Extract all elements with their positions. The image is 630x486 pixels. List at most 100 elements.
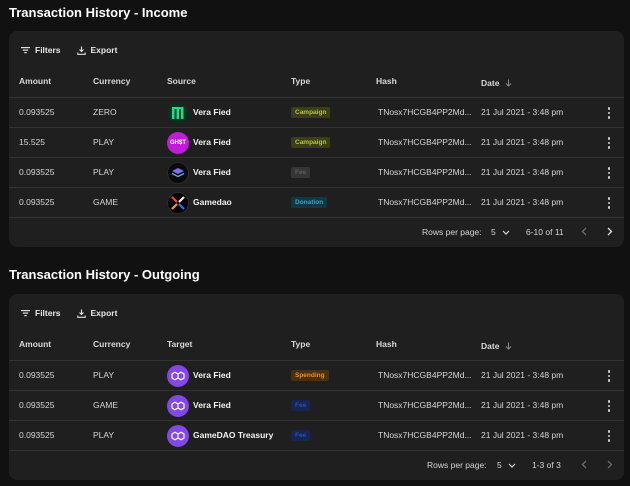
income-toolbar: Filters Export — [21, 43, 117, 57]
col-date[interactable]: Date — [481, 71, 512, 95]
table-row[interactable]: 15.525 PLAY GH$T Vera Fied Campaign TNos… — [9, 127, 624, 157]
row-menu-icon[interactable] — [607, 430, 611, 442]
outgoing-toolbar: Filters Export — [21, 306, 117, 320]
type-badge: Fee — [291, 400, 311, 412]
hash-cell: TNosx7HCGB4PP2Md... — [378, 167, 472, 177]
table-row[interactable]: 0.093525 GAME Vera Fied Fee TNosx7HCGB4P… — [9, 390, 624, 420]
type-badge: Campaign — [291, 107, 331, 119]
rows-per-page-value: 5 — [491, 227, 496, 237]
rows-per-page-select[interactable]: 5 — [497, 451, 516, 479]
table-row[interactable]: 0.093525 GAME Gamedao Donation TNosx7HCG… — [9, 187, 624, 217]
currency-cell: PLAY — [93, 167, 115, 177]
row-menu-icon[interactable] — [607, 197, 611, 209]
table-row[interactable]: 0.093525 PLAY GameDAO Treasury Fee TNosx… — [9, 420, 624, 450]
page-range: 1-3 of 3 — [532, 460, 561, 470]
hash-cell: TNosx7HCGB4PP2Md... — [378, 370, 472, 380]
income-pagination: Rows per page: 5 6-10 of 11 — [9, 217, 624, 245]
target-cell: Vera Fied — [167, 391, 231, 420]
col-date-label: Date — [481, 78, 500, 88]
type-badge: Campaign — [291, 137, 331, 149]
income-table-card: Filters Export Amount Currency Source Ty… — [9, 31, 624, 247]
date-cell: 21 Jul 2021 - 3:48 pm — [481, 430, 564, 440]
chevron-down-icon — [508, 463, 516, 468]
hash-cell: TNosx7HCGB4PP2Md... — [378, 137, 472, 147]
source-name: Gamedao — [193, 197, 232, 207]
date-cell: 21 Jul 2021 - 3:48 pm — [481, 370, 564, 380]
polygon-logo-icon — [167, 424, 189, 447]
amount-cell: 0.093525 — [19, 430, 55, 440]
col-hash[interactable]: Hash — [376, 339, 397, 349]
outgoing-pagination: Rows per page: 5 1-3 of 3 — [9, 450, 624, 478]
currency-cell: PLAY — [93, 430, 115, 440]
arrow-down-icon — [506, 342, 512, 350]
type-cell: Fee — [291, 158, 311, 187]
chevron-right-icon[interactable] — [607, 227, 613, 236]
outgoing-table-card: Filters Export Amount Currency Target Ty… — [9, 294, 624, 480]
amount-cell: 15.525 — [19, 137, 45, 147]
type-cell: Spending — [291, 361, 329, 390]
currency-cell: GAME — [93, 400, 119, 410]
outgoing-filters-button[interactable]: Filters — [21, 308, 61, 318]
chevron-down-icon — [502, 230, 510, 235]
polygon-logo-icon — [167, 364, 189, 387]
row-menu-icon[interactable] — [607, 167, 611, 179]
row-menu-icon[interactable] — [607, 400, 611, 412]
filters-label: Filters — [35, 45, 61, 55]
download-icon — [76, 46, 86, 55]
currency-cell: ZERO — [93, 107, 117, 117]
target-name: Vera Fied — [193, 370, 231, 380]
date-cell: 21 Jul 2021 - 3:48 pm — [481, 167, 564, 177]
export-label: Export — [90, 45, 118, 55]
row-menu-icon[interactable] — [607, 107, 611, 119]
date-cell: 21 Jul 2021 - 3:48 pm — [481, 197, 564, 207]
table-row[interactable]: 0.093525 ZERO Vera Fied Campaign TNosx7H… — [9, 97, 624, 127]
type-badge: Fee — [291, 167, 311, 179]
chevron-left-icon[interactable] — [581, 227, 587, 236]
col-date[interactable]: Date — [481, 334, 512, 358]
rows-per-page-select[interactable]: 5 — [491, 218, 510, 246]
date-cell: 21 Jul 2021 - 3:48 pm — [481, 137, 564, 147]
type-badge: Fee — [291, 430, 311, 442]
col-currency[interactable]: Currency — [93, 339, 131, 349]
ghst-logo-icon: GH$T — [167, 131, 189, 154]
income-export-button[interactable]: Export — [76, 45, 118, 55]
chevron-right-icon[interactable] — [607, 460, 613, 469]
currency-cell: GAME — [93, 197, 119, 207]
date-cell: 21 Jul 2021 - 3:48 pm — [481, 107, 564, 117]
col-source[interactable]: Source — [167, 76, 196, 86]
source-name: Vera Fied — [193, 167, 231, 177]
currency-cell: PLAY — [93, 370, 115, 380]
col-type[interactable]: Type — [291, 339, 311, 349]
page-range: 6-10 of 11 — [526, 227, 564, 237]
type-cell: Campaign — [291, 128, 331, 157]
arrow-down-icon — [506, 79, 512, 87]
col-target[interactable]: Target — [167, 339, 193, 349]
table-row[interactable]: 0.093525 PLAY Vera Fied Fee TNosx7HCGB4P… — [9, 157, 624, 187]
col-amount[interactable]: Amount — [19, 339, 52, 349]
rows-per-page-value: 5 — [497, 460, 502, 470]
outgoing-export-button[interactable]: Export — [76, 308, 118, 318]
type-cell: Fee — [291, 421, 311, 450]
source-cell: Gamedao — [167, 188, 232, 217]
export-label: Export — [90, 308, 118, 318]
col-currency[interactable]: Currency — [93, 76, 131, 86]
row-menu-icon[interactable] — [607, 137, 611, 149]
col-type[interactable]: Type — [291, 76, 311, 86]
col-amount[interactable]: Amount — [19, 76, 52, 86]
filter-icon — [21, 310, 30, 317]
filters-label: Filters — [35, 308, 61, 318]
source-cell: GH$T Vera Fied — [167, 128, 231, 157]
currency-cell: PLAY — [93, 137, 115, 147]
chevron-left-icon[interactable] — [581, 460, 587, 469]
col-hash[interactable]: Hash — [376, 76, 397, 86]
date-cell: 21 Jul 2021 - 3:48 pm — [481, 400, 564, 410]
hash-cell: TNosx7HCGB4PP2Md... — [378, 400, 472, 410]
type-cell: Fee — [291, 391, 311, 420]
filter-icon — [21, 47, 30, 54]
row-menu-icon[interactable] — [607, 370, 611, 382]
income-filters-button[interactable]: Filters — [21, 45, 61, 55]
income-section-title: Transaction History - Income — [9, 5, 188, 20]
table-row[interactable]: 0.093525 PLAY Vera Fied Spending TNosx7H… — [9, 360, 624, 390]
source-name: Vera Fied — [193, 137, 231, 147]
amount-cell: 0.093525 — [19, 167, 55, 177]
